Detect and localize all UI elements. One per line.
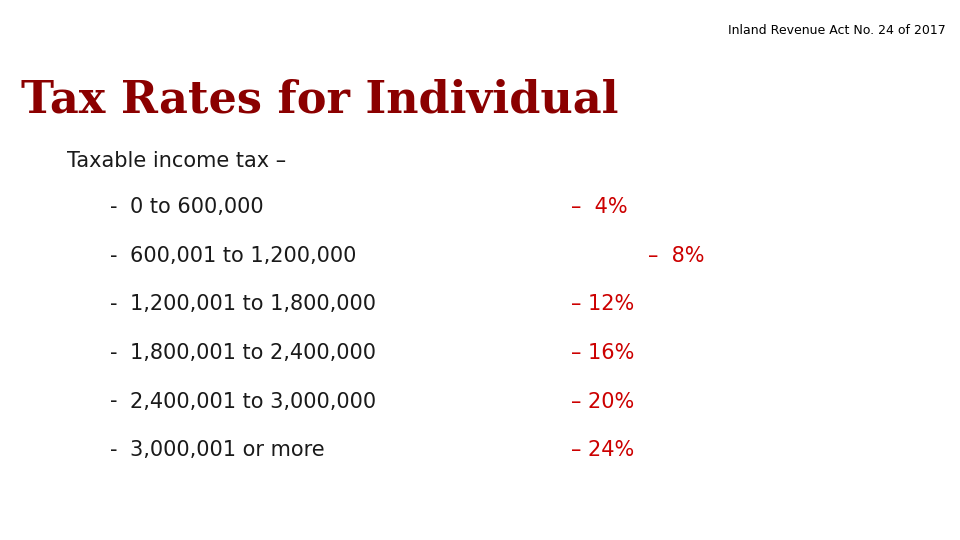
Text: Tax Rates for Individual: Tax Rates for Individual: [21, 78, 618, 122]
Text: 2,400,001 to 3,000,000: 2,400,001 to 3,000,000: [130, 392, 375, 411]
Text: –  4%: – 4%: [571, 197, 628, 217]
Text: – 20%: – 20%: [571, 392, 635, 411]
Text: Taxable income tax –: Taxable income tax –: [67, 151, 286, 171]
Text: 3,000,001 or more: 3,000,001 or more: [130, 440, 324, 460]
Text: 1,800,001 to 2,400,000: 1,800,001 to 2,400,000: [130, 343, 375, 363]
Text: -: -: [110, 246, 118, 266]
Text: 600,001 to 1,200,000: 600,001 to 1,200,000: [130, 246, 356, 266]
Text: –  8%: – 8%: [648, 246, 705, 266]
Text: -: -: [110, 197, 118, 217]
Text: – 12%: – 12%: [571, 294, 635, 314]
Text: -: -: [110, 440, 118, 460]
Text: – 24%: – 24%: [571, 440, 635, 460]
Text: -: -: [110, 343, 118, 363]
Text: -: -: [110, 294, 118, 314]
Text: – 16%: – 16%: [571, 343, 635, 363]
Text: 1,200,001 to 1,800,000: 1,200,001 to 1,800,000: [130, 294, 375, 314]
Text: 0 to 600,000: 0 to 600,000: [130, 197, 263, 217]
Text: -: -: [110, 392, 118, 411]
Text: Inland Revenue Act No. 24 of 2017: Inland Revenue Act No. 24 of 2017: [728, 24, 946, 37]
